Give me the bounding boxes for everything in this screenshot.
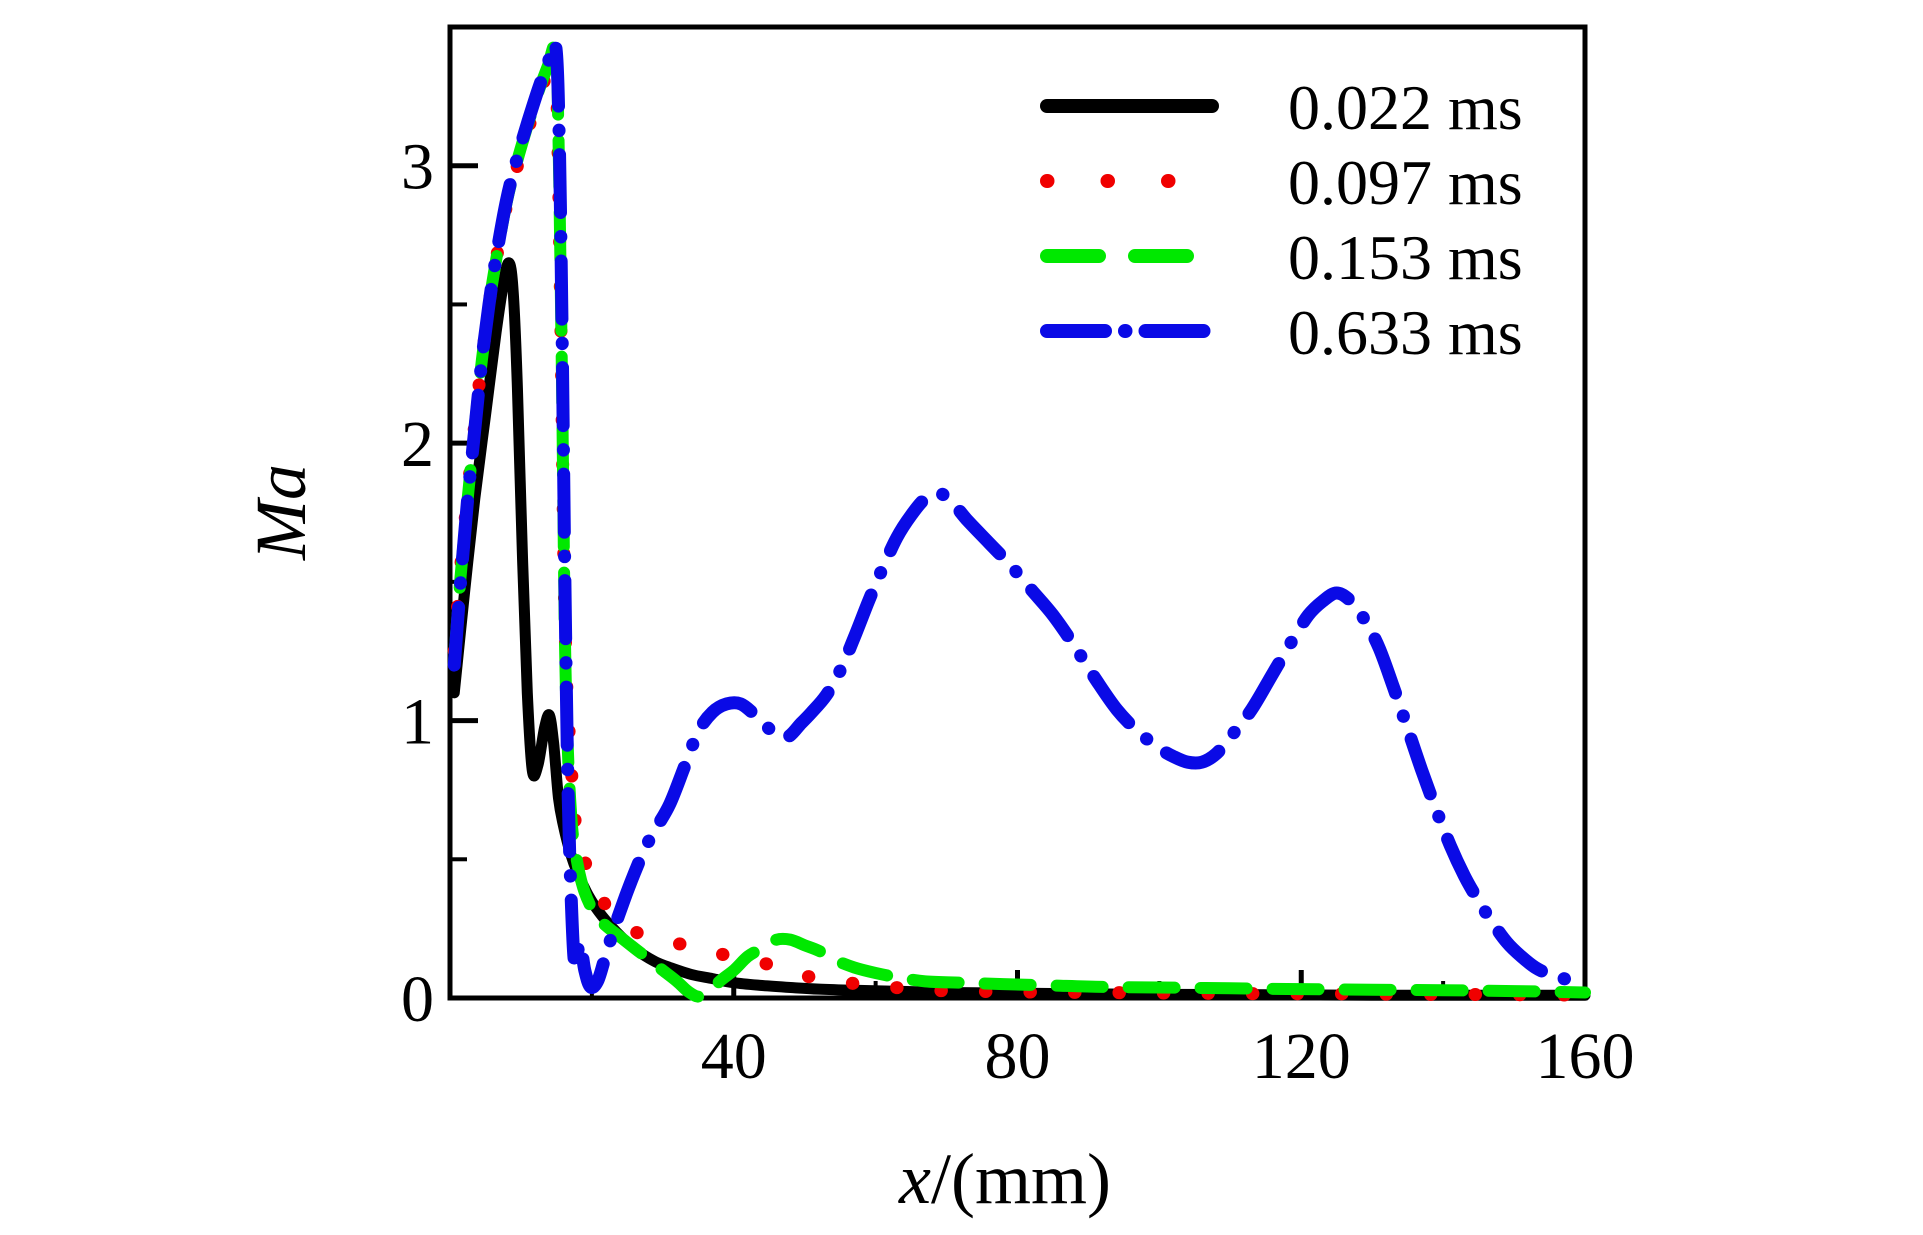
legend-label: 0.633 ms [1288,297,1523,368]
x-axis-label: x/(mm) [898,1139,1111,1219]
x-axis-tick-labels: 40 80 120 160 [701,1020,1635,1093]
y-tick-label-3: 3 [401,131,434,204]
x-tick-label-80: 80 [985,1020,1051,1093]
y-tick-label-2: 2 [401,408,434,481]
y-tick-label-1: 1 [401,686,434,759]
y-tick-label-0: 0 [401,963,434,1036]
curve-0.633-ms [447,36,1592,994]
legend-item-0.153-ms: 0.153 ms [1040,222,1523,293]
legend-label: 0.097 ms [1288,147,1523,218]
legend: 0.022 ms0.097 ms0.153 ms0.633 ms [1040,72,1523,368]
curves [447,36,1592,1003]
y-axis-tick-labels: 0 1 2 3 [401,131,434,1036]
y-axis-label: Ma [241,464,321,561]
legend-label: 0.022 ms [1288,72,1523,143]
legend-item-0.097-ms: 0.097 ms [1040,147,1523,218]
legend-label: 0.153 ms [1288,222,1523,293]
legend-item-0.022-ms: 0.022 ms [1040,72,1523,143]
x-tick-label-40: 40 [701,1020,767,1093]
x-tick-label-120: 120 [1252,1020,1351,1093]
x-tick-label-160: 160 [1536,1020,1635,1093]
legend-item-0.633-ms: 0.633 ms [1040,297,1523,368]
curve-0.022-ms [448,257,1591,1001]
